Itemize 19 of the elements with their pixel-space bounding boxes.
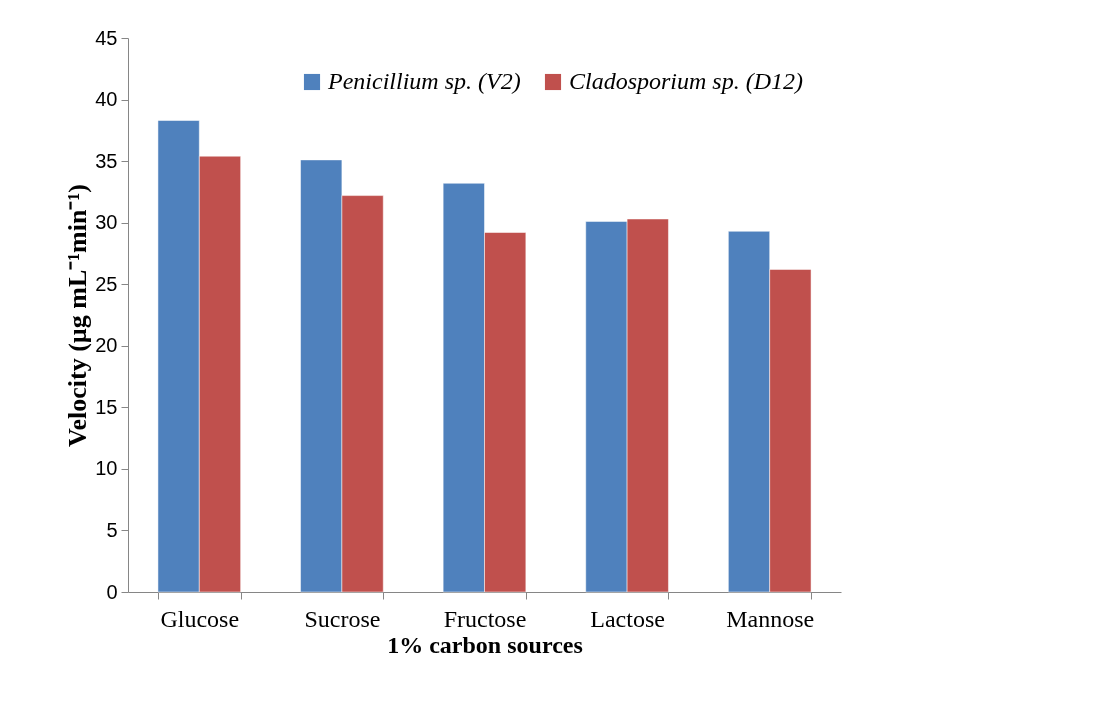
x-tick-label: Lactose	[590, 605, 665, 632]
y-tick-label: 15	[95, 395, 118, 418]
y-tick-label: 40	[95, 88, 118, 111]
y-tick-label: 35	[95, 149, 118, 172]
x-axis-title: 1% carbon sources	[387, 631, 583, 658]
legend-label: Cladosporium sp. (D12)	[569, 68, 804, 94]
x-tick-label: Mannose	[726, 605, 815, 632]
y-tick-label: 45	[95, 26, 118, 49]
y-tick-label: 25	[95, 272, 118, 295]
y-tick-label: 30	[95, 211, 118, 234]
x-tick-label: Glucose	[160, 605, 240, 632]
y-tick-label: 10	[95, 457, 118, 480]
y-tick-label: 5	[106, 518, 118, 541]
y-tick-label: 0	[106, 580, 118, 603]
x-tick-label: Sucrose	[304, 605, 381, 632]
y-tick-label: 20	[95, 334, 118, 357]
x-tick-label: Fructose	[443, 605, 527, 632]
y-axis-title: Velocity (µg mL⁻¹min⁻¹)	[63, 184, 93, 447]
legend-label: Penicillium sp. (V2)	[327, 68, 521, 94]
